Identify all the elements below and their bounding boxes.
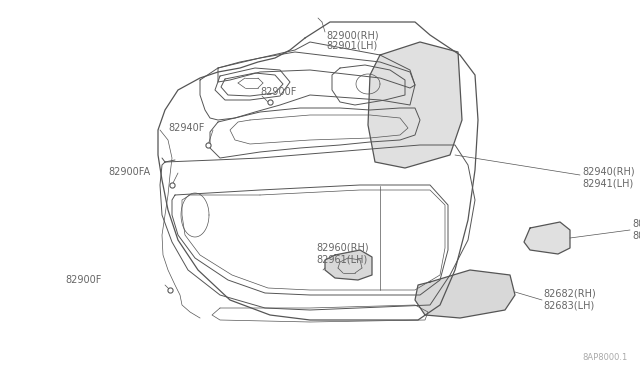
Text: 82901(LH): 82901(LH): [326, 41, 377, 51]
Text: 82900F: 82900F: [65, 275, 101, 285]
Text: 82900(RH): 82900(RH): [326, 30, 379, 40]
Text: 82682(RH): 82682(RH): [543, 289, 596, 299]
Text: 82960(RH): 82960(RH): [316, 243, 369, 253]
Polygon shape: [325, 250, 372, 280]
Text: 82940(RH): 82940(RH): [582, 167, 635, 177]
Polygon shape: [368, 42, 462, 168]
Text: 80945Y(LH): 80945Y(LH): [632, 231, 640, 241]
Polygon shape: [415, 270, 515, 318]
Text: 82900F: 82900F: [260, 87, 296, 97]
Text: 82961(LH): 82961(LH): [316, 255, 367, 265]
Text: 82900FA: 82900FA: [108, 167, 150, 177]
Text: 82940F: 82940F: [168, 123, 204, 133]
Text: 82683(LH): 82683(LH): [543, 301, 595, 311]
Text: 80944X(RH): 80944X(RH): [632, 219, 640, 229]
Text: 8AP8000.1: 8AP8000.1: [583, 353, 628, 362]
Text: 82941(LH): 82941(LH): [582, 179, 633, 189]
Polygon shape: [524, 222, 570, 254]
